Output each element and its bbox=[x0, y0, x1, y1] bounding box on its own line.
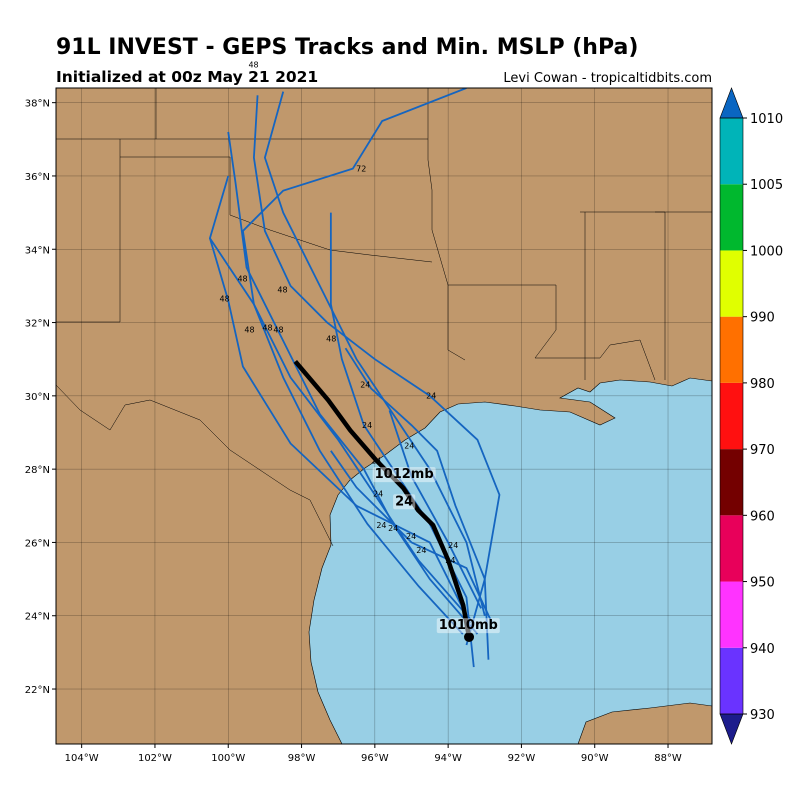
map-frame bbox=[55, 87, 713, 745]
hour-label: 24 bbox=[362, 421, 372, 430]
lat-tick-label: 26°N bbox=[25, 538, 50, 549]
member-track bbox=[263, 91, 486, 616]
hour-label: 24 bbox=[448, 541, 458, 550]
hour-label: 24 bbox=[373, 489, 383, 498]
mean-label: 1010mb bbox=[439, 618, 498, 633]
hour-label: 24 bbox=[426, 391, 436, 400]
subtitle: Initialized at 00z May 21 2021 bbox=[56, 68, 318, 86]
hour-label: 48 bbox=[326, 334, 336, 343]
lat-tick-label: 30°N bbox=[25, 392, 50, 403]
colorbar-segment bbox=[720, 382, 743, 450]
member-track bbox=[227, 131, 479, 635]
colorbar-label: 1010 bbox=[750, 112, 783, 127]
colorbar-frame bbox=[719, 117, 744, 715]
hour-label: 24 bbox=[360, 380, 370, 389]
hour-label: 24 bbox=[404, 441, 414, 450]
colorbar-label: 1000 bbox=[750, 244, 783, 259]
map bbox=[56, 88, 712, 744]
hour-label: 24 bbox=[445, 556, 455, 565]
member-track bbox=[388, 410, 482, 609]
lon-tick-label: 94°W bbox=[434, 753, 462, 764]
colorbar-segment bbox=[720, 449, 743, 516]
lon-tick-label: 98°W bbox=[288, 753, 316, 764]
lat-tick-label: 32°N bbox=[25, 319, 50, 330]
member-track bbox=[252, 95, 501, 646]
colorbar-segment bbox=[720, 184, 743, 251]
mean-track bbox=[293, 359, 472, 638]
label-box bbox=[372, 467, 436, 483]
credit: Levi Cowan - tropicaltidbits.com bbox=[503, 71, 712, 86]
hour-label: 48 bbox=[273, 326, 283, 335]
hour-label: 48 bbox=[237, 275, 247, 284]
lon-tick-label: 100°W bbox=[211, 753, 245, 764]
mean-label: 24 bbox=[395, 494, 413, 509]
hour-label: 24 bbox=[388, 524, 398, 533]
member-track bbox=[208, 175, 475, 624]
label-box bbox=[393, 494, 416, 510]
borders bbox=[56, 88, 712, 547]
colorbar-label: 930 bbox=[750, 708, 775, 723]
member-track bbox=[209, 238, 471, 624]
colorbar-label: 980 bbox=[750, 377, 775, 392]
colorbar-label: 1005 bbox=[750, 178, 783, 193]
hour-label: 48 bbox=[244, 326, 254, 335]
hour-label: 24 bbox=[416, 546, 426, 555]
hour-label: 48 bbox=[262, 323, 272, 332]
colorbar-label: 990 bbox=[750, 311, 775, 326]
hour-label: 24 bbox=[371, 456, 381, 465]
member-track bbox=[329, 212, 475, 668]
hour-label: 48 bbox=[277, 286, 287, 295]
member-track bbox=[344, 347, 490, 660]
colorbar-label: 950 bbox=[750, 576, 775, 591]
lon-tick-label: 92°W bbox=[508, 753, 536, 764]
hour-label: 24 bbox=[406, 532, 416, 541]
tracks-layer: 1012mb 24 1010mb bbox=[56, 88, 712, 744]
lat-tick-label: 38°N bbox=[25, 99, 50, 110]
hour-label: 24 bbox=[376, 521, 386, 530]
mean-label: 1012mb bbox=[375, 467, 434, 482]
colorbar-label: 940 bbox=[750, 642, 775, 657]
colorbar-segment bbox=[720, 250, 743, 317]
lat-tick-label: 36°N bbox=[25, 172, 50, 183]
colorbar-segment bbox=[720, 515, 743, 582]
lon-tick-label: 104°W bbox=[65, 753, 99, 764]
lon-tick-label: 102°W bbox=[138, 753, 172, 764]
hour-label: 48 bbox=[248, 61, 258, 70]
colorbar-over bbox=[719, 87, 744, 119]
title: 91L INVEST - GEPS Tracks and Min. MSLP (… bbox=[56, 35, 638, 60]
colorbar-segment bbox=[720, 581, 743, 648]
lat-tick-label: 28°N bbox=[25, 465, 50, 476]
lon-tick-label: 88°W bbox=[654, 753, 682, 764]
lat-tick-label: 24°N bbox=[25, 612, 50, 623]
lat-tick-label: 22°N bbox=[25, 685, 50, 696]
hour-label: 72 bbox=[356, 165, 366, 174]
lat-tick-label: 34°N bbox=[25, 245, 50, 256]
member-track bbox=[241, 88, 467, 635]
colorbar-segment bbox=[720, 118, 743, 185]
member-track bbox=[330, 450, 493, 624]
colorbar-segment bbox=[720, 316, 743, 383]
colorbar-label: 970 bbox=[750, 443, 775, 458]
colorbar-label: 960 bbox=[750, 509, 775, 524]
colorbar-segment bbox=[720, 647, 743, 714]
lon-tick-label: 90°W bbox=[581, 753, 609, 764]
mean-start bbox=[464, 631, 475, 642]
colorbar-under bbox=[719, 713, 744, 745]
label-box bbox=[436, 618, 500, 634]
lon-tick-label: 96°W bbox=[361, 753, 389, 764]
hour-label: 48 bbox=[219, 294, 229, 303]
